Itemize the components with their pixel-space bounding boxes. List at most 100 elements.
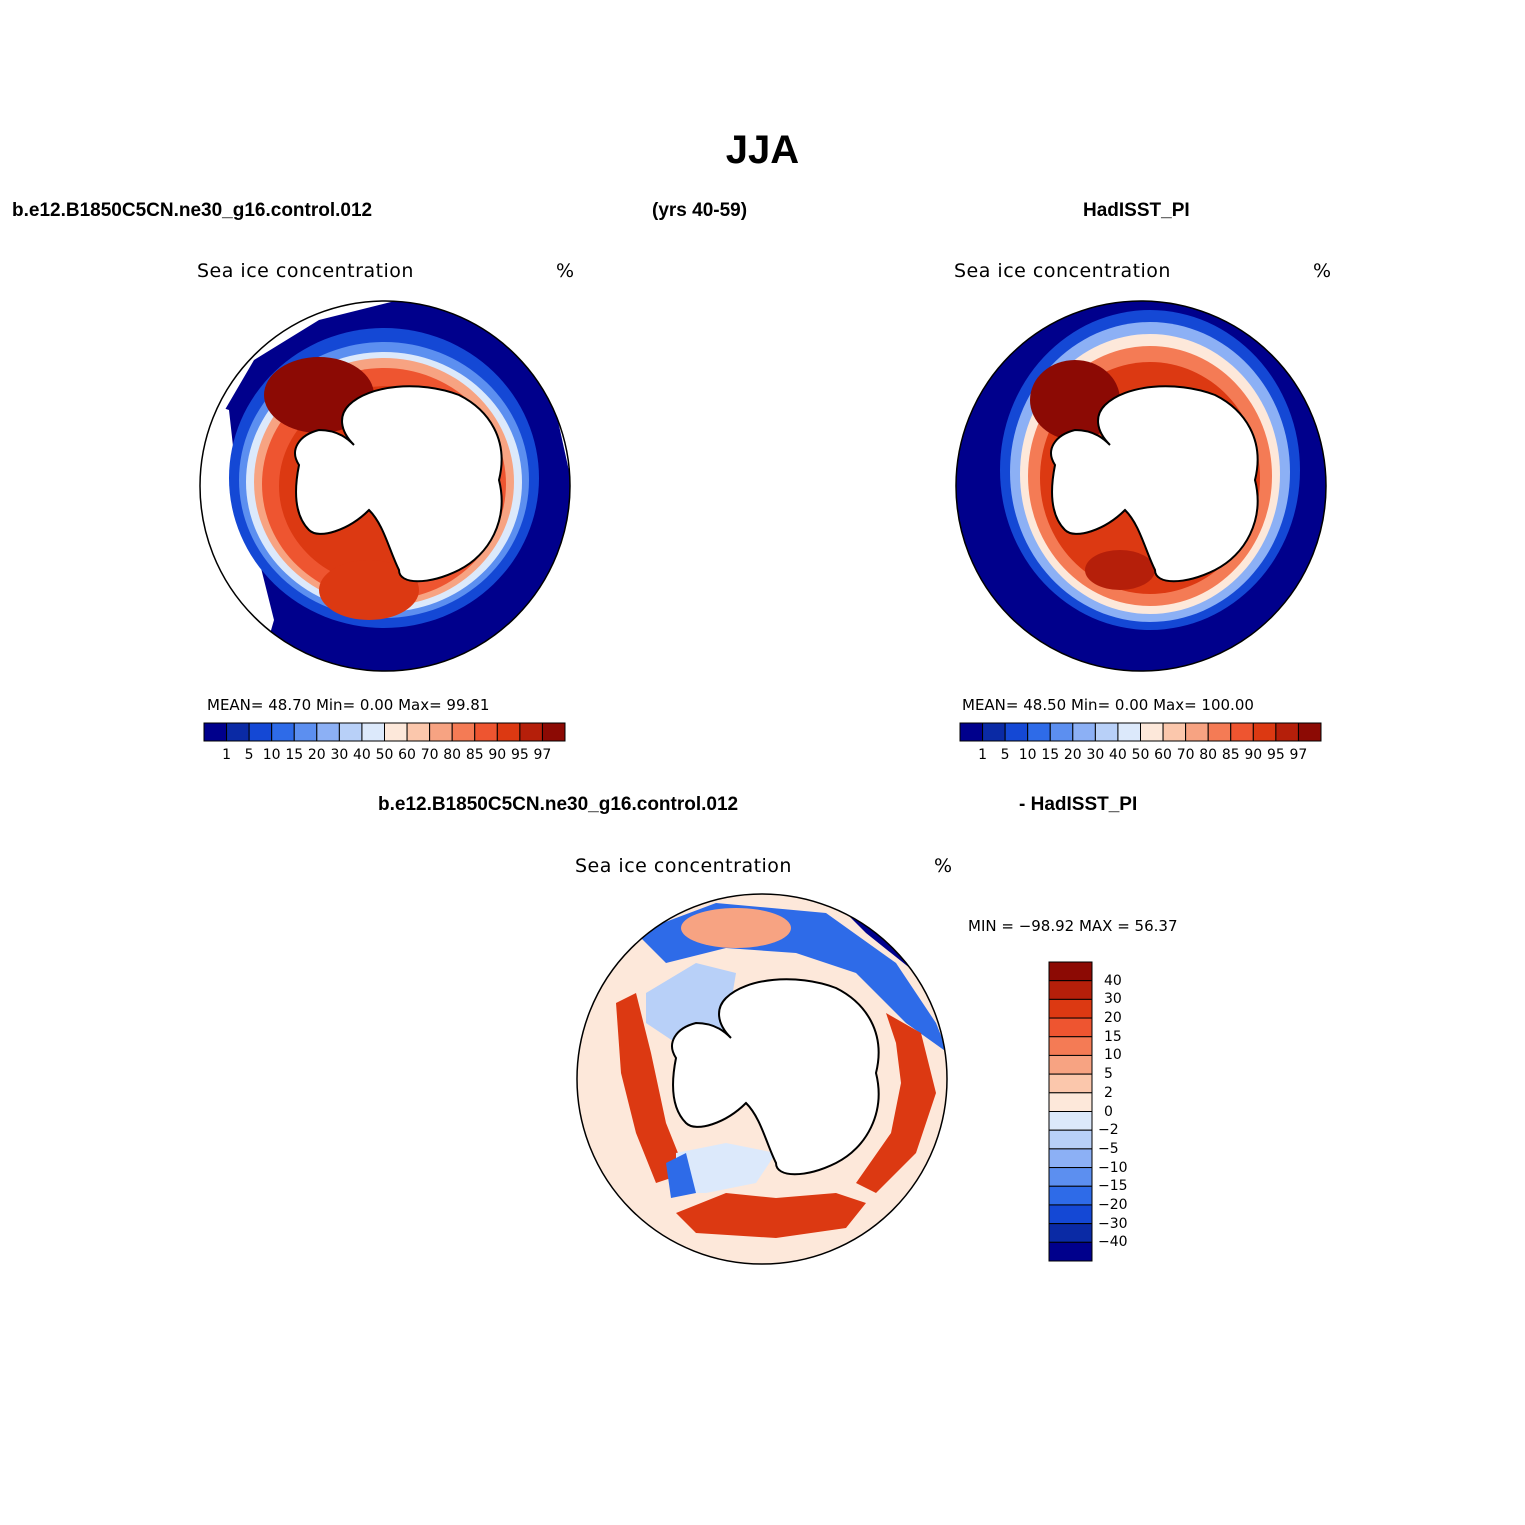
panel2-units-label: % xyxy=(1313,260,1332,282)
colorbar-tick-label: −20 xyxy=(1098,1196,1128,1213)
colorbar-tick-label: −2 xyxy=(1098,1122,1119,1139)
colorbar-swatch xyxy=(361,722,385,742)
panel2-variable-label: Sea ice concentration xyxy=(954,260,1171,282)
colorbar-tick-label: 70 xyxy=(1176,747,1195,763)
model-case-label: b.e12.B1850C5CN.ne30_g16.control.012 xyxy=(12,200,373,221)
colorbar-tick-label: 97 xyxy=(1289,747,1308,763)
colorbar-swatch xyxy=(1049,722,1074,742)
colorbar-swatch xyxy=(1048,1129,1093,1150)
colorbar-tick-label: 80 xyxy=(443,747,462,763)
difference-polar-map xyxy=(576,893,948,1265)
colorbar-tick-label: 40 xyxy=(1104,972,1122,989)
colorbar-swatch xyxy=(293,722,318,742)
colorbar-swatch xyxy=(1004,722,1029,742)
diff-obs-label: - HadISST_PI xyxy=(1019,794,1138,815)
diff-model-label: b.e12.B1850C5CN.ne30_g16.control.012 xyxy=(378,794,739,815)
colorbar-tick-label: 90 xyxy=(1244,747,1263,763)
colorbar-tick-label: 50 xyxy=(1131,747,1150,763)
obs-case-label: HadISST_PI xyxy=(1083,200,1190,221)
colorbar-swatch xyxy=(1048,1204,1093,1225)
colorbar-swatch xyxy=(1048,961,1093,982)
colorbar-swatch xyxy=(519,722,543,742)
diff-colorbar-ticks: 40 30 20 15 10 5 2 0 −2 −5 −10 −15 −20 −30 −40 xyxy=(1098,962,1148,1261)
colorbar-swatch xyxy=(1048,1092,1093,1112)
colorbar-tick-label: −10 xyxy=(1098,1159,1128,1176)
colorbar-tick-label: 5 xyxy=(244,747,254,763)
colorbar-swatch xyxy=(541,722,566,742)
colorbar-tick-label: 70 xyxy=(420,747,439,763)
colorbar-tick-label: 5 xyxy=(1000,747,1010,763)
colorbar-tick-label: 15 xyxy=(1104,1028,1122,1045)
colorbar-swatch xyxy=(1048,1073,1093,1094)
colorbar-swatch xyxy=(1048,1111,1093,1131)
colorbar-swatch xyxy=(1275,722,1299,742)
panel1-colorbar xyxy=(203,722,566,742)
diff-colorbar xyxy=(1048,961,1093,1262)
colorbar-swatch xyxy=(1207,722,1232,742)
colorbar-swatch xyxy=(226,722,250,742)
colorbar-tick-label: 40 xyxy=(353,747,371,763)
panel2-stats: MEAN= 48.50 Min= 0.00 Max= 100.00 xyxy=(962,696,1254,714)
colorbar-tick-label: 97 xyxy=(533,747,552,763)
colorbar-tick-label: −15 xyxy=(1098,1178,1128,1195)
colorbar-swatch xyxy=(1048,998,1093,1019)
colorbar-swatch xyxy=(1140,722,1164,742)
colorbar-swatch xyxy=(338,722,363,742)
colorbar-swatch xyxy=(1048,1241,1093,1262)
colorbar-tick-label: 15 xyxy=(1041,747,1060,763)
panel2-colorbar xyxy=(959,722,1322,742)
colorbar-tick-label: 15 xyxy=(285,747,304,763)
colorbar-swatch xyxy=(384,722,408,742)
colorbar-swatch xyxy=(203,722,228,742)
colorbar-tick-label: 95 xyxy=(1266,747,1285,763)
colorbar-tick-label: 10 xyxy=(1018,747,1037,763)
colorbar-tick-label: 20 xyxy=(307,747,326,763)
colorbar-swatch xyxy=(1072,722,1096,742)
colorbar-swatch xyxy=(1027,722,1051,742)
panel1-colorbar-ticks: 1 5 10 15 20 30 40 50 60 70 80 85 90 95 97 xyxy=(204,747,565,765)
colorbar-swatch xyxy=(1162,722,1187,742)
colorbar-tick-label: −30 xyxy=(1098,1215,1128,1232)
colorbar-swatch xyxy=(959,722,984,742)
colorbar-tick-label: 50 xyxy=(375,747,394,763)
panel2-colorbar-ticks: 1 5 10 15 20 30 40 50 60 70 80 85 90 95 97 xyxy=(960,747,1321,765)
colorbar-swatch xyxy=(1048,980,1093,1000)
colorbar-tick-label: 60 xyxy=(398,747,416,763)
colorbar-tick-label: 85 xyxy=(465,747,484,763)
colorbar-swatch xyxy=(1048,1185,1093,1206)
obs-polar-map xyxy=(955,300,1327,672)
diff-variable-label: Sea ice concentration xyxy=(575,855,792,877)
colorbar-swatch xyxy=(406,722,431,742)
colorbar-swatch xyxy=(451,722,476,742)
colorbar-tick-label: 30 xyxy=(330,747,349,763)
colorbar-swatch xyxy=(474,722,498,742)
colorbar-swatch xyxy=(1048,1054,1093,1075)
colorbar-swatch xyxy=(1048,1148,1093,1169)
colorbar-swatch xyxy=(1048,1223,1093,1243)
colorbar-swatch xyxy=(1048,1167,1093,1187)
colorbar-tick-label: 1 xyxy=(978,747,988,763)
colorbar-swatch xyxy=(429,722,453,742)
colorbar-tick-label: 20 xyxy=(1104,1010,1122,1027)
colorbar-swatch xyxy=(1185,722,1209,742)
diff-units-label: % xyxy=(934,855,953,877)
colorbar-swatch xyxy=(1117,722,1141,742)
colorbar-tick-label: 60 xyxy=(1154,747,1172,763)
panel1-units-label: % xyxy=(556,260,575,282)
colorbar-tick-label: 10 xyxy=(1104,1047,1122,1064)
colorbar-tick-label: −5 xyxy=(1098,1140,1119,1157)
years-label: (yrs 40-59) xyxy=(652,200,748,221)
colorbar-tick-label: 85 xyxy=(1221,747,1240,763)
colorbar-swatch xyxy=(1048,1017,1093,1038)
colorbar-swatch xyxy=(271,722,295,742)
colorbar-tick-label: 30 xyxy=(1086,747,1105,763)
colorbar-tick-label: −40 xyxy=(1098,1234,1128,1251)
colorbar-tick-label: 1 xyxy=(222,747,232,763)
colorbar-swatch xyxy=(1230,722,1254,742)
model-polar-map xyxy=(199,300,571,672)
colorbar-swatch xyxy=(248,722,273,742)
colorbar-tick-label: 90 xyxy=(488,747,507,763)
colorbar-tick-label: 95 xyxy=(510,747,529,763)
colorbar-swatch xyxy=(316,722,340,742)
colorbar-tick-label: 30 xyxy=(1104,991,1122,1008)
